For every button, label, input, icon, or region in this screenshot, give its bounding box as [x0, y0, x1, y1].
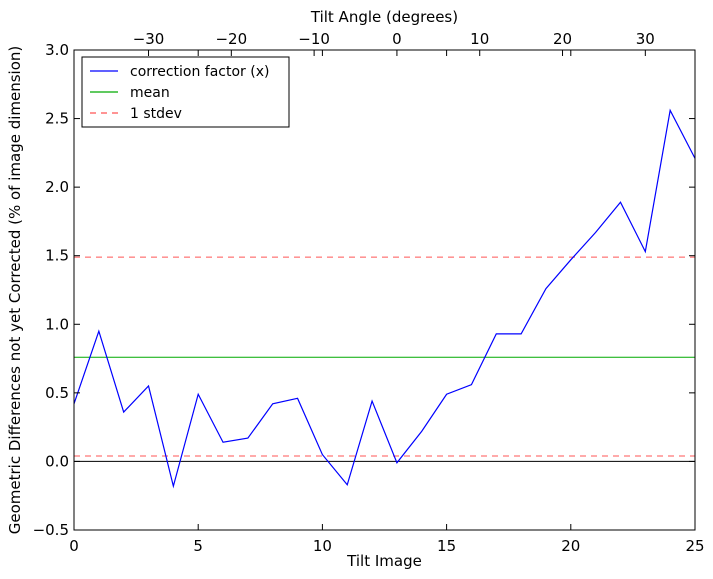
top-tick-label-1: −20 [215, 30, 247, 48]
x-axis-label: Tilt Image [346, 552, 422, 570]
x-tick-label-3: 15 [437, 537, 456, 555]
top-tick-label-4: 10 [470, 30, 489, 48]
top-axis-label: Tilt Angle (degrees) [310, 8, 458, 26]
y-tick-label-7: 3.0 [45, 41, 69, 59]
top-tick-label-6: 30 [636, 30, 655, 48]
y-tick-label-2: 0.5 [45, 384, 69, 402]
top-tick-label-5: 20 [553, 30, 572, 48]
x-tick-label-0: 0 [69, 537, 79, 555]
ticks-layer: 0 5 10 15 20 25 −0.5 0.0 0.5 1.0 1.5 2.0 2.5 3.0 −30 −2… [33, 30, 705, 555]
series-line-0 [73, 108, 696, 489]
y-tick-label-5: 2.0 [45, 178, 69, 196]
y-tick-label-4: 1.5 [45, 247, 69, 265]
legend-entry-mean: mean [130, 85, 170, 101]
top-tick-label-3: 0 [392, 30, 402, 48]
x-tick-label-1: 5 [193, 537, 203, 555]
legend: correction factor (x) mean 1 stdev [81, 56, 290, 128]
y-tick-label-3: 1.0 [45, 315, 69, 333]
x-tick-label-2: 10 [313, 537, 332, 555]
x-tick-label-5: 25 [685, 537, 704, 555]
top-tick-label-2: −10 [298, 30, 330, 48]
legend-entry-stdev: 1 stdev [130, 106, 182, 122]
legend-entry-correction-factor: correction factor (x) [130, 64, 269, 80]
lines-layer [73, 108, 696, 489]
plot-frame [73, 49, 696, 531]
y-tick-label-1: 0.0 [45, 452, 69, 470]
x-tick-label-4: 20 [561, 537, 580, 555]
y-tick-label-6: 2.5 [45, 110, 69, 128]
y-axis-label: Geometric Differences not yet Corrected … [6, 46, 24, 535]
y-tick-label-0: −0.5 [33, 521, 69, 539]
top-tick-label-0: −30 [133, 30, 165, 48]
